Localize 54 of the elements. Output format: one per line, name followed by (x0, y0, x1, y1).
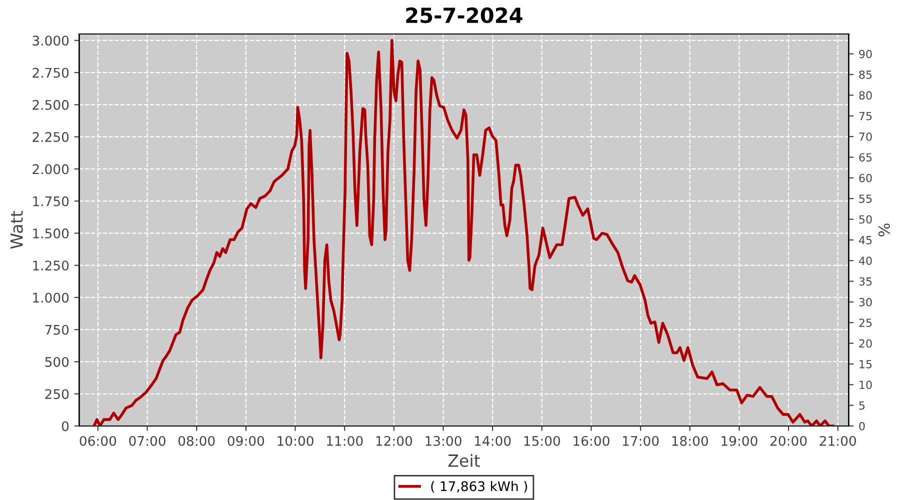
y2-tick-label: 80 (859, 91, 872, 100)
x-tick-label: 09:00 (228, 436, 264, 446)
x-tick-label: 14:00 (474, 436, 511, 446)
y-tick-label: 0 (62, 421, 69, 432)
y-tick-label: 250 (45, 389, 69, 400)
x-tick-label: 18:00 (672, 436, 708, 446)
y-tick-label: 3.000 (32, 36, 69, 46)
y2-tick-label: 50 (859, 215, 872, 224)
y2-tick-label: 20 (859, 339, 872, 348)
y-tick-label: 2.500 (32, 100, 69, 110)
x-tick-label: 07:00 (129, 436, 166, 446)
y2-tick-label: 10 (860, 380, 872, 390)
y2-tick-label: 85 (859, 70, 872, 79)
y-tick-label: 1.250 (33, 260, 69, 271)
y-tick-label: 500 (45, 356, 69, 367)
x-tick-label: 16:00 (574, 436, 610, 446)
y2-tick-label: 90 (859, 50, 872, 58)
legend-label: ( 17,863 kWh ) (431, 480, 528, 493)
y2-tick-label: 5 (859, 401, 865, 410)
x-tick-label: 06:00 (80, 436, 116, 446)
y-tick-label: 2.000 (32, 164, 69, 174)
y-tick-label: 2.250 (32, 132, 69, 142)
y2-tick-label: 65 (859, 153, 872, 162)
x-tick-label: 20:00 (770, 436, 807, 446)
y2-tick-label: 0 (859, 422, 865, 430)
y2-tick-label: 40 (858, 256, 872, 265)
y2-tick-label: 75 (859, 112, 872, 120)
y-tick-label: 1.000 (33, 292, 69, 303)
y2-tick-label: 55 (859, 194, 872, 203)
y2-tick-label: 60 (859, 174, 872, 182)
x-tick-label: 11:00 (327, 436, 363, 446)
y2-tick-label: 35 (859, 277, 872, 286)
y2-axis-title: % (878, 224, 890, 236)
x-tick-label: 15:00 (524, 436, 560, 446)
line-series (92, 39, 834, 426)
x-tick-label: 21:00 (820, 436, 856, 446)
y-tick-label: 750 (45, 324, 69, 335)
x-tick-label: 12:00 (376, 436, 412, 446)
y-tick-label: 1.750 (33, 196, 69, 206)
y-axis-title: Watt (10, 211, 23, 249)
y2-tick-label: 15 (860, 360, 872, 368)
y2-tick-label: 30 (859, 298, 872, 306)
y2-tick-label: 25 (859, 318, 872, 328)
x-tick-label: 13:00 (426, 436, 462, 446)
x-tick-label: 17:00 (622, 436, 659, 446)
x-tick-label: 10:00 (278, 436, 314, 446)
y2-tick-label: 70 (859, 132, 872, 141)
y-tick-label: 2.750 (32, 68, 69, 78)
y2-tick-label: 45 (858, 236, 872, 244)
x-tick-label: 08:00 (178, 436, 215, 446)
x-tick-label: 19:00 (722, 436, 758, 446)
y-tick-label: 1.500 (33, 228, 69, 238)
chart-title: 25-7-2024 (406, 7, 522, 24)
x-axis-title: Zeit (448, 454, 480, 467)
